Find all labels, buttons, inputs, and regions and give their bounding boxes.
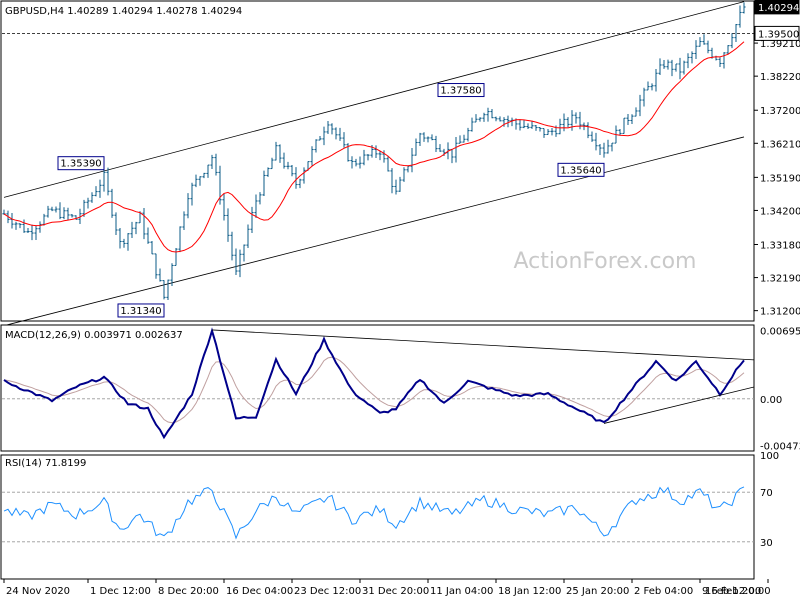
macd-trendline [211,329,755,361]
price-y-tick-label: 1.37200 [760,106,800,117]
macd-y-tick-label: -0.004736 [760,441,800,452]
x-tick-label: 1 Dec 12:00 [90,586,151,597]
rsi-title: RSI(14) 71.8199 [5,458,86,469]
rsi-panel [0,454,755,580]
macd-line [3,327,745,440]
price-annotation-label: 1.31340 [120,306,161,317]
price-y-tick-label: 1.38220 [760,72,800,83]
price-annotation-label: 1.35390 [60,159,101,170]
price-annotation: 1.37580 [437,83,485,98]
level-price-label: 1.39500 [754,25,800,41]
macd-signal-line [3,356,745,424]
watermark: ActionForex.com [514,249,697,274]
macd-layer [2,327,755,440]
macd-panel [0,324,755,452]
moving-average-line [3,41,745,253]
macd-trendline [603,386,755,424]
price-annotation: 1.35390 [57,156,105,171]
svg-text:1.39500: 1.39500 [758,29,799,40]
price-y-tick-label: 1.36210 [760,139,800,150]
x-tick-label: 31 Dec 20:00 [362,586,429,597]
rsi-y-tick-label: 70 [760,488,773,499]
price-y-tick-label: 1.39210 [760,39,800,50]
svg-text:1.40294: 1.40294 [758,3,799,14]
x-tick-label: 18 Jan 12:00 [498,586,561,597]
rsi-y-tick-label: 100 [760,451,779,462]
x-tick-label: 11 Jan 04:00 [430,586,493,597]
x-tick-label: 16 Feb 20:00 [705,586,771,597]
price-y-tick-label: 1.33180 [760,241,800,252]
x-tick-label: 16 Dec 04:00 [226,586,293,597]
macd-y-tick-label: 0.006956 [760,326,800,337]
price-annotation-label: 1.37580 [440,86,481,97]
x-tick-label: 23 Dec 12:00 [294,586,361,597]
x-tick-label: 9 Feb 12:00 [702,586,761,597]
price-y-tick-label: 1.32190 [760,274,800,285]
x-tick-label: 24 Nov 2020 [6,586,70,597]
price-y-tick-label: 1.34200 [760,206,800,217]
price-title: GBPUSD,H4 1.40289 1.40294 1.40278 1.4029… [5,6,242,17]
price-annotation-label: 1.35640 [560,165,601,176]
price-annotation: 1.35640 [557,162,605,177]
x-tick-label: 25 Jan 20:00 [566,586,629,597]
price-annotation: 1.31340 [117,303,165,318]
channel-upper-line [3,1,745,198]
macd-y-tick-label: 0.00 [760,395,782,406]
x-tick-label: 2 Feb 04:00 [634,586,693,597]
x-tick-label: 8 Dec 20:00 [158,586,219,597]
current-price-label: 1.40294 [754,0,800,15]
price-y-tick-label: 1.31200 [760,307,800,318]
price-layer: 1.35390 1.31340 1.37580 1.35640 [2,1,754,327]
rsi-y-tick-label: 30 [760,538,773,549]
macd-title: MACD(12,26,9) 0.003971 0.002637 [5,330,183,341]
price-panel [0,0,755,322]
price-y-tick-label: 1.35190 [760,173,800,184]
rsi-line [3,486,745,540]
axis-layer: 1.39210 1.38220 1.37200 1.36210 1.35190 1.342… [3,0,800,597]
rsi-layer [2,486,754,543]
channel-lower-line [3,136,745,327]
